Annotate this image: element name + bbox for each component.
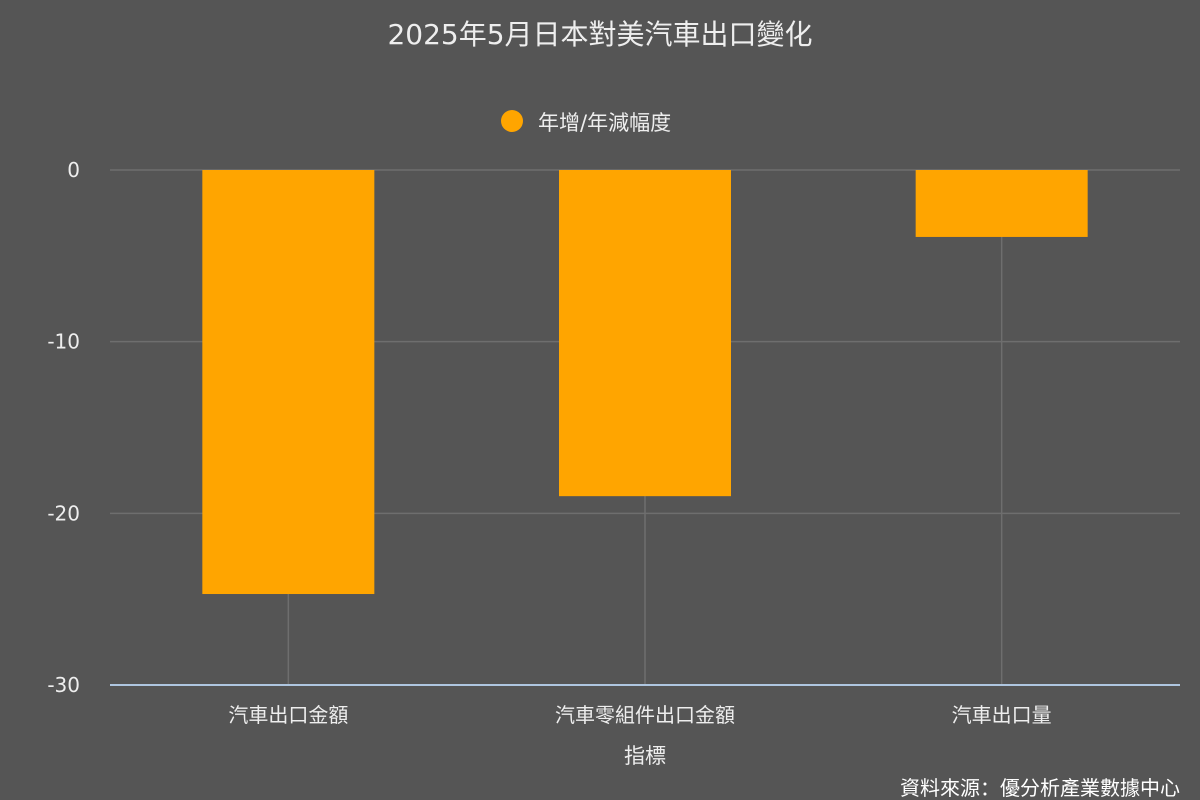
y-axis-ticks: 0 -10 -20 -30 xyxy=(47,158,80,697)
legend-label: 年增/年減幅度 xyxy=(538,111,671,135)
bar[interactable] xyxy=(915,170,1088,237)
x-tick-label: 汽車零組件出口金額 xyxy=(555,703,735,727)
y-tick-label: -30 xyxy=(47,673,80,697)
x-tick-label: 汽車出口金額 xyxy=(228,703,348,727)
bars xyxy=(202,170,1088,595)
bar[interactable] xyxy=(559,170,731,497)
y-tick-label: -20 xyxy=(47,501,80,525)
y-tick-label: -10 xyxy=(47,330,80,354)
chart-title: 2025年5月日本對美汽車出口變化 xyxy=(387,18,812,51)
legend[interactable]: 年增/年減幅度 xyxy=(501,110,671,135)
source-note: 資料來源：優分析產業數據中心 xyxy=(900,776,1180,800)
legend-marker xyxy=(501,110,523,132)
x-axis-ticks: 汽車出口金額 汽車零組件出口金額 汽車出口量 xyxy=(228,703,1051,727)
y-tick-label: 0 xyxy=(67,158,80,182)
x-axis-title: 指標 xyxy=(624,744,666,768)
x-tick-label: 汽車出口量 xyxy=(952,703,1052,727)
bar[interactable] xyxy=(202,170,375,595)
